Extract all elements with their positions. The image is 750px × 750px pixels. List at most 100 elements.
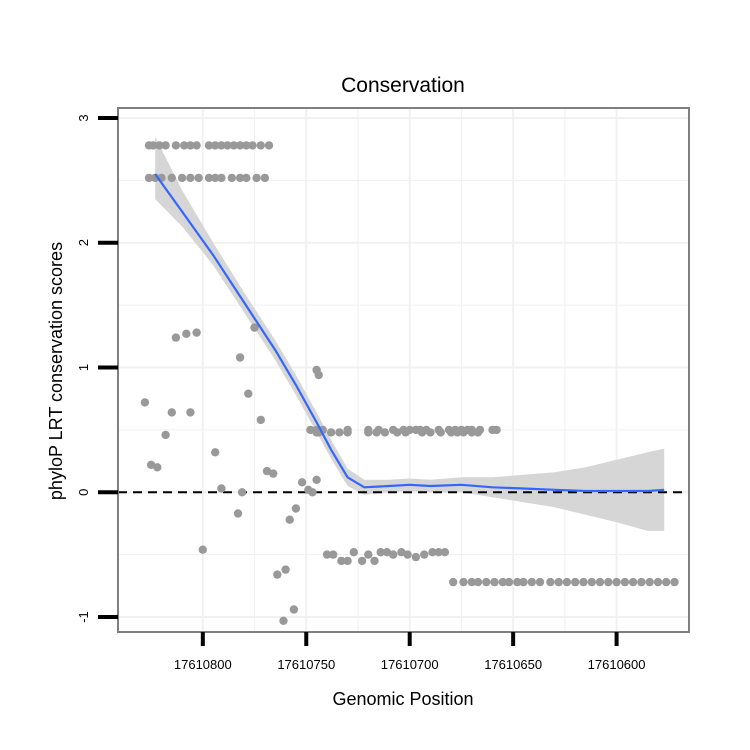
data-point <box>171 141 181 150</box>
data-point <box>244 389 253 398</box>
data-point <box>252 173 261 183</box>
data-point <box>364 425 373 435</box>
data-point <box>604 577 613 587</box>
data-point <box>326 428 336 437</box>
data-point <box>434 548 443 557</box>
data-point <box>153 463 162 472</box>
data-point <box>482 577 491 587</box>
data-point <box>227 173 236 183</box>
y-tick-label: 0 <box>76 489 91 496</box>
x-axis-label: Genomic Position <box>332 689 473 709</box>
data-point <box>519 577 528 587</box>
data-point <box>297 478 307 487</box>
data-point <box>281 565 290 574</box>
data-point <box>364 550 373 559</box>
data-point <box>140 398 150 407</box>
data-point <box>620 577 630 587</box>
data-point <box>504 577 514 587</box>
data-point <box>428 548 437 557</box>
data-point <box>312 428 321 437</box>
data-point <box>211 173 220 183</box>
x-tick-label: 17610750 <box>277 657 335 672</box>
data-point <box>248 141 257 150</box>
data-point <box>376 548 385 557</box>
data-point <box>322 550 332 559</box>
data-point <box>177 173 187 183</box>
data-point <box>242 173 251 183</box>
y-axis-label: phyloP LRT conservation scores <box>46 242 66 500</box>
data-point <box>420 550 429 559</box>
data-point <box>180 141 189 150</box>
data-point <box>171 333 181 342</box>
data-point <box>357 556 367 566</box>
data-point <box>513 577 522 587</box>
data-point <box>260 173 270 183</box>
data-point <box>211 448 220 457</box>
data-point <box>546 577 555 587</box>
y-tick-label: 1 <box>76 364 91 371</box>
data-point <box>571 577 580 587</box>
data-point <box>670 577 679 587</box>
data-point <box>451 425 460 435</box>
data-point <box>457 425 466 435</box>
data-point <box>579 577 588 587</box>
data-point <box>440 548 450 557</box>
data-point <box>204 141 214 150</box>
data-point <box>343 556 352 566</box>
data-point <box>167 408 176 417</box>
data-point <box>475 425 485 435</box>
smooth-fit-line <box>154 173 665 493</box>
x-tick-label: 17610600 <box>588 657 646 672</box>
data-point <box>653 577 663 587</box>
data-point <box>403 550 412 559</box>
data-point <box>204 173 214 183</box>
x-tick-label: 17610800 <box>174 657 232 672</box>
data-point <box>256 141 265 150</box>
data-point <box>217 484 226 493</box>
data-point <box>308 488 317 497</box>
y-tick-label: 3 <box>76 114 91 121</box>
data-point <box>250 323 259 332</box>
data-point <box>370 556 379 566</box>
data-point <box>167 173 176 183</box>
data-point <box>144 173 154 183</box>
data-point <box>269 469 278 478</box>
data-point <box>637 577 646 587</box>
data-point <box>492 425 501 435</box>
data-point <box>217 141 226 150</box>
data-point <box>211 141 220 150</box>
data-point <box>192 141 201 150</box>
data-point <box>223 141 232 150</box>
data-point <box>449 577 458 587</box>
data-point <box>612 577 621 587</box>
y-tick-label: -1 <box>76 611 91 623</box>
data-point <box>161 430 170 440</box>
data-point <box>312 475 321 484</box>
x-tick-label: 17610650 <box>484 657 542 672</box>
data-point <box>587 577 596 587</box>
data-point <box>149 141 158 150</box>
data-point <box>628 577 638 587</box>
data-point <box>242 141 251 150</box>
data-point <box>312 365 321 375</box>
data-point <box>374 425 383 435</box>
data-point <box>399 425 408 435</box>
data-point <box>434 425 443 435</box>
data-point <box>459 577 468 587</box>
data-point <box>198 545 207 554</box>
data-point <box>444 425 454 435</box>
data-point <box>186 141 195 150</box>
data-point <box>161 141 170 150</box>
data-point <box>554 577 563 587</box>
data-point <box>389 425 398 435</box>
data-point <box>498 577 507 587</box>
panel-border <box>117 107 690 633</box>
data-point <box>235 173 245 183</box>
data-point <box>595 577 605 587</box>
data-point <box>237 488 247 497</box>
data-point <box>467 425 476 435</box>
x-tick-label: 17610700 <box>381 657 439 672</box>
data-point <box>329 550 338 559</box>
